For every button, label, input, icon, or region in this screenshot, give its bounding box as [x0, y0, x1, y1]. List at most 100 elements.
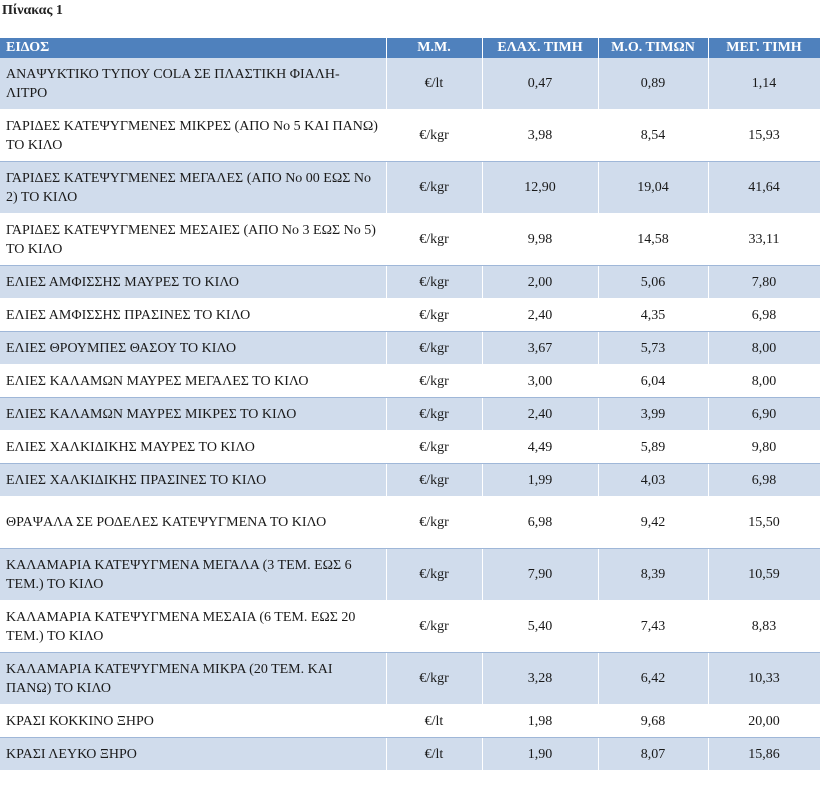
header-item: ΕΙΔΟΣ: [0, 38, 387, 58]
avg-price-cell: 3,99: [598, 397, 709, 431]
table-row: ΓΑΡΙΔΕΣ ΚΑΤΕΨΥΓΜΕΝΕΣ ΜΕΣΑΙΕΣ (ΑΠΟ Νο 3 Ε…: [0, 213, 820, 266]
item-name-cell: ΕΛΙΕΣ ΑΜΦΙΣΣΗΣ ΠΡΑΣΙΝΕΣ ΤΟ ΚΙΛΟ: [0, 298, 387, 332]
avg-price-cell: 0,89: [598, 58, 709, 110]
min-price-cell: 3,98: [482, 109, 599, 162]
item-name-cell: ΚΡΑΣΙ ΚΟΚΚΙΝΟ ΞΗΡΟ: [0, 704, 387, 738]
table-row: ΕΛΙΕΣ ΑΜΦΙΣΣΗΣ ΠΡΑΣΙΝΕΣ ΤΟ ΚΙΛΟ €/kgr 2,40…: [0, 298, 820, 332]
item-name-cell: ΚΑΛΑΜΑΡΙΑ ΚΑΤΕΨΥΓΜΕΝΑ ΜΕΣΑΙΑ (6 ΤΕΜ. ΕΩΣ…: [0, 600, 387, 653]
unit-cell: €/lt: [386, 737, 483, 771]
avg-price-cell: 4,35: [598, 298, 709, 332]
unit-cell: €/kgr: [386, 364, 483, 398]
max-price-cell: 8,00: [708, 331, 820, 365]
unit-cell: €/kgr: [386, 600, 483, 653]
table-row: ΕΛΙΕΣ ΧΑΛΚΙΔΙΚΗΣ ΠΡΑΣΙΝΕΣ ΤΟ ΚΙΛΟ €/kgr 1,…: [0, 463, 820, 497]
max-price-cell: 20,00: [708, 704, 820, 738]
table-row: ΚΡΑΣΙ ΛΕΥΚΟ ΞΗΡΟ €/lt 1,90 8,07 15,86: [0, 737, 820, 771]
min-price-cell: 2,40: [482, 397, 599, 431]
max-price-cell: 1,14: [708, 58, 820, 110]
header-avg-price: Μ.Ο. ΤΙΜΩΝ: [598, 38, 709, 58]
item-name-cell: ΕΛΙΕΣ ΧΑΛΚΙΔΙΚΗΣ ΠΡΑΣΙΝΕΣ ΤΟ ΚΙΛΟ: [0, 463, 387, 497]
avg-price-cell: 9,68: [598, 704, 709, 738]
price-table: ΕΙΔΟΣ Μ.Μ. ΕΛΑΧ. ΤΙΜΗ Μ.Ο. ΤΙΜΩΝ ΜΕΓ. ΤΙ…: [0, 38, 820, 771]
unit-cell: €/kgr: [386, 430, 483, 464]
item-name-cell: ΓΑΡΙΔΕΣ ΚΑΤΕΨΥΓΜΕΝΕΣ ΜΕΓΑΛΕΣ (ΑΠΟ Νο 00 …: [0, 161, 387, 214]
min-price-cell: 1,90: [482, 737, 599, 771]
avg-price-cell: 6,04: [598, 364, 709, 398]
table-row: ΚΑΛΑΜΑΡΙΑ ΚΑΤΕΨΥΓΜΕΝΑ ΜΕΓΑΛΑ (3 ΤΕΜ. ΕΩΣ…: [0, 548, 820, 601]
unit-cell: €/kgr: [386, 397, 483, 431]
min-price-cell: 4,49: [482, 430, 599, 464]
item-name-cell: ΕΛΙΕΣ ΧΑΛΚΙΔΙΚΗΣ ΜΑΥΡΕΣ ΤΟ ΚΙΛΟ: [0, 430, 387, 464]
max-price-cell: 10,59: [708, 548, 820, 601]
item-name-cell: ΓΑΡΙΔΕΣ ΚΑΤΕΨΥΓΜΕΝΕΣ ΜΙΚΡΕΣ (ΑΠΟ Νο 5 ΚΑ…: [0, 109, 387, 162]
avg-price-cell: 19,04: [598, 161, 709, 214]
max-price-cell: 33,11: [708, 213, 820, 266]
unit-cell: €/lt: [386, 704, 483, 738]
avg-price-cell: 5,06: [598, 265, 709, 299]
max-price-cell: 7,80: [708, 265, 820, 299]
min-price-cell: 12,90: [482, 161, 599, 214]
table-body: ΑΝΑΨΥΚΤΙΚΟ ΤΥΠΟΥ COLA ΣΕ ΠΛΑΣΤΙΚΗ ΦΙΑΛΗ-…: [0, 58, 820, 771]
avg-price-cell: 5,89: [598, 430, 709, 464]
unit-cell: €/kgr: [386, 331, 483, 365]
table-caption: Πίνακας 1: [2, 3, 63, 18]
table-row: ΕΛΙΕΣ ΧΑΛΚΙΔΙΚΗΣ ΜΑΥΡΕΣ ΤΟ ΚΙΛΟ €/kgr 4,49…: [0, 430, 820, 464]
avg-price-cell: 5,73: [598, 331, 709, 365]
max-price-cell: 9,80: [708, 430, 820, 464]
unit-cell: €/kgr: [386, 265, 483, 299]
max-price-cell: 8,83: [708, 600, 820, 653]
avg-price-cell: 14,58: [598, 213, 709, 266]
unit-cell: €/lt: [386, 58, 483, 110]
item-name-cell: ΕΛΙΕΣ ΚΑΛΑΜΩΝ ΜΑΥΡΕΣ ΜΙΚΡΕΣ ΤΟ ΚΙΛΟ: [0, 397, 387, 431]
max-price-cell: 6,90: [708, 397, 820, 431]
avg-price-cell: 8,07: [598, 737, 709, 771]
item-name-cell: ΚΑΛΑΜΑΡΙΑ ΚΑΤΕΨΥΓΜΕΝΑ ΜΕΓΑΛΑ (3 ΤΕΜ. ΕΩΣ…: [0, 548, 387, 601]
avg-price-cell: 8,54: [598, 109, 709, 162]
header-min-price: ΕΛΑΧ. ΤΙΜΗ: [482, 38, 599, 58]
avg-price-cell: 4,03: [598, 463, 709, 497]
table-row: ΕΛΙΕΣ ΚΑΛΑΜΩΝ ΜΑΥΡΕΣ ΜΙΚΡΕΣ ΤΟ ΚΙΛΟ €/kgr…: [0, 397, 820, 431]
unit-cell: €/kgr: [386, 161, 483, 214]
min-price-cell: 9,98: [482, 213, 599, 266]
table-row: ΘΡΑΨΑΛΑ ΣΕ ΡΟΔΕΛΕΣ ΚΑΤΕΨΥΓΜΕΝΑ ΤΟ ΚΙΛΟ €/…: [0, 496, 820, 549]
min-price-cell: 3,67: [482, 331, 599, 365]
min-price-cell: 2,00: [482, 265, 599, 299]
avg-price-cell: 6,42: [598, 652, 709, 705]
min-price-cell: 0,47: [482, 58, 599, 110]
unit-cell: €/kgr: [386, 496, 483, 549]
unit-cell: €/kgr: [386, 548, 483, 601]
unit-cell: €/kgr: [386, 298, 483, 332]
max-price-cell: 15,50: [708, 496, 820, 549]
max-price-cell: 15,93: [708, 109, 820, 162]
max-price-cell: 8,00: [708, 364, 820, 398]
table-row: ΓΑΡΙΔΕΣ ΚΑΤΕΨΥΓΜΕΝΕΣ ΜΕΓΑΛΕΣ (ΑΠΟ Νο 00 …: [0, 161, 820, 214]
max-price-cell: 10,33: [708, 652, 820, 705]
table-row: ΕΛΙΕΣ ΑΜΦΙΣΣΗΣ ΜΑΥΡΕΣ ΤΟ ΚΙΛΟ €/kgr 2,00 5,…: [0, 265, 820, 299]
header-unit: Μ.Μ.: [386, 38, 483, 58]
table-row: ΚΑΛΑΜΑΡΙΑ ΚΑΤΕΨΥΓΜΕΝΑ ΜΕΣΑΙΑ (6 ΤΕΜ. ΕΩΣ…: [0, 600, 820, 653]
item-name-cell: ΕΛΙΕΣ ΑΜΦΙΣΣΗΣ ΜΑΥΡΕΣ ΤΟ ΚΙΛΟ: [0, 265, 387, 299]
table-row: ΚΡΑΣΙ ΚΟΚΚΙΝΟ ΞΗΡΟ €/lt 1,98 9,68 20,00: [0, 704, 820, 738]
table-row: ΕΛΙΕΣ ΚΑΛΑΜΩΝ ΜΑΥΡΕΣ ΜΕΓΑΛΕΣ ΤΟ ΚΙΛΟ €/kg…: [0, 364, 820, 398]
table-row: ΓΑΡΙΔΕΣ ΚΑΤΕΨΥΓΜΕΝΕΣ ΜΙΚΡΕΣ (ΑΠΟ Νο 5 ΚΑ…: [0, 109, 820, 162]
item-name-cell: ΓΑΡΙΔΕΣ ΚΑΤΕΨΥΓΜΕΝΕΣ ΜΕΣΑΙΕΣ (ΑΠΟ Νο 3 Ε…: [0, 213, 387, 266]
unit-cell: €/kgr: [386, 213, 483, 266]
min-price-cell: 1,99: [482, 463, 599, 497]
min-price-cell: 3,00: [482, 364, 599, 398]
header-max-price: ΜΕΓ. ΤΙΜΗ: [708, 38, 820, 58]
avg-price-cell: 8,39: [598, 548, 709, 601]
unit-cell: €/kgr: [386, 652, 483, 705]
item-name-cell: ΑΝΑΨΥΚΤΙΚΟ ΤΥΠΟΥ COLA ΣΕ ΠΛΑΣΤΙΚΗ ΦΙΑΛΗ-…: [0, 58, 387, 110]
min-price-cell: 2,40: [482, 298, 599, 332]
avg-price-cell: 9,42: [598, 496, 709, 549]
table-row: ΕΛΙΕΣ ΘΡΟΥΜΠΕΣ ΘΑΣΟΥ ΤΟ ΚΙΛΟ €/kgr 3,67 5,7…: [0, 331, 820, 365]
min-price-cell: 7,90: [482, 548, 599, 601]
max-price-cell: 41,64: [708, 161, 820, 214]
table-header: ΕΙΔΟΣ Μ.Μ. ΕΛΑΧ. ΤΙΜΗ Μ.Ο. ΤΙΜΩΝ ΜΕΓ. ΤΙ…: [0, 38, 820, 58]
unit-cell: €/kgr: [386, 463, 483, 497]
avg-price-cell: 7,43: [598, 600, 709, 653]
min-price-cell: 3,28: [482, 652, 599, 705]
table-row: ΚΑΛΑΜΑΡΙΑ ΚΑΤΕΨΥΓΜΕΝΑ ΜΙΚΡΑ (20 ΤΕΜ. ΚΑΙ…: [0, 652, 820, 705]
item-name-cell: ΘΡΑΨΑΛΑ ΣΕ ΡΟΔΕΛΕΣ ΚΑΤΕΨΥΓΜΕΝΑ ΤΟ ΚΙΛΟ: [0, 496, 387, 549]
max-price-cell: 6,98: [708, 463, 820, 497]
